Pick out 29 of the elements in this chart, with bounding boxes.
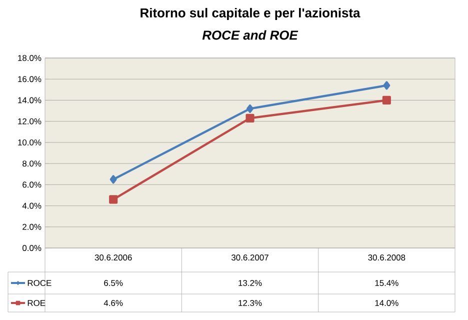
y-tick-label: 10.0% — [18, 139, 42, 146]
point — [382, 96, 391, 104]
data-label: 13.2% — [238, 280, 262, 286]
chart-title: Ritorno sul capitale e per l'azionista — [140, 8, 360, 20]
point — [246, 114, 254, 122]
y-tick-label: 8.0% — [22, 160, 42, 167]
y-tick-label: 2.0% — [22, 224, 42, 230]
point — [246, 104, 254, 113]
y-tick-label: 0.0% — [22, 245, 42, 251]
point — [110, 175, 117, 184]
y-tick-label: 6.0% — [22, 182, 42, 188]
y-tick-label: 12.0% — [18, 118, 42, 124]
chart-subtitle: ROCE and ROE — [202, 30, 298, 40]
y-tick-label: 4.0% — [22, 202, 42, 209]
data-label: 4.6% — [104, 300, 123, 306]
y-tick-label: 16.0% — [18, 76, 42, 82]
data-label: 12.3% — [238, 300, 262, 306]
data-label: 15.4% — [375, 280, 398, 286]
point — [383, 81, 390, 90]
y-tick-label: 14.0% — [18, 97, 42, 104]
legend-label: ROCE — [28, 280, 52, 286]
x-tick-label: 30.6.2008 — [368, 254, 406, 261]
data-label: 6.5% — [104, 280, 123, 286]
x-tick-label: 30.6.2006 — [94, 254, 132, 261]
y-tick-label: 18.0% — [18, 55, 42, 61]
point — [109, 195, 118, 204]
x-tick-label: 30.6.2007 — [232, 254, 268, 261]
data-label: 14.0% — [375, 300, 398, 306]
legend-label: ROE — [28, 300, 46, 306]
